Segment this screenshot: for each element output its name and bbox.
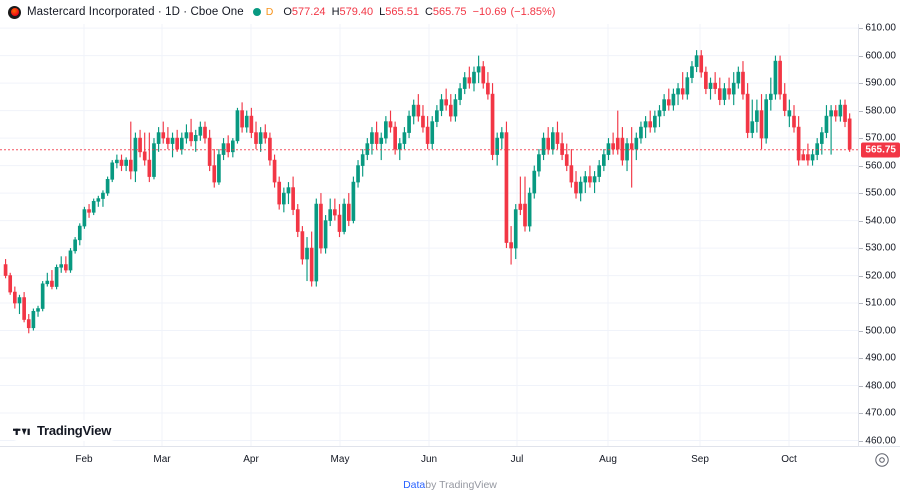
symbol-title[interactable]: Mastercard Incorporated · 1D · Cboe One [27, 6, 244, 18]
current-price-label[interactable]: 565.75 [861, 142, 900, 158]
close-label: C [424, 6, 433, 18]
interval-badge[interactable]: D [265, 6, 274, 18]
price-tick-5: 560.00 [865, 160, 896, 172]
time-tick-mar: Mar [153, 454, 171, 465]
change-percent: (−1.85%) [510, 6, 556, 18]
price-tick-14: 470.00 [865, 407, 896, 419]
time-tick-aug: Aug [599, 454, 617, 465]
price-tick-6: 550.00 [865, 187, 896, 199]
price-tick-4: 570.00 [865, 132, 896, 144]
time-tick-jun: Jun [420, 454, 438, 465]
tradingview-logo-icon [13, 428, 30, 435]
open-value: 577.24 [291, 6, 326, 18]
mastercard-logo-icon [8, 5, 21, 19]
price-tick-mark [859, 440, 863, 442]
time-tick-apr: Apr [243, 454, 259, 465]
price-tick-mark [859, 220, 863, 222]
price-tick-1: 600.00 [865, 50, 896, 62]
price-tick-mark [859, 358, 863, 359]
market-open-dot-icon [252, 8, 261, 16]
price-tick-0: 610.00 [865, 22, 896, 34]
price-tick-mark [859, 138, 863, 140]
high-value: 579.40 [339, 6, 374, 18]
chart-legend: Mastercard Incorporated · 1D · Cboe One … [0, 0, 555, 24]
change-value: −10.69 [472, 6, 507, 18]
candlestick-plot[interactable] [0, 24, 858, 446]
chart-canvas [0, 24, 858, 446]
open-label: O [283, 6, 292, 18]
price-tick-mark [859, 385, 863, 387]
data-link[interactable]: Data [403, 479, 426, 491]
price-tick-13: 480.00 [865, 380, 896, 391]
price-tick-9: 520.00 [865, 270, 896, 282]
price-tick-2: 590.00 [865, 77, 896, 89]
price-tick-mark [859, 55, 863, 57]
time-tick-may: May [330, 454, 350, 465]
price-axis[interactable]: 610.00 600.00 590.00 580.00 570.00 560.00 550.… [858, 22, 900, 446]
footer-rest-text: by TradingView [425, 479, 497, 491]
price-tick-11: 500.00 [865, 325, 896, 336]
price-tick-mark [859, 28, 863, 30]
low-value: 565.51 [385, 6, 419, 18]
price-tick-mark [859, 413, 863, 414]
price-tick-mark [859, 110, 863, 112]
footer-attribution: Data by TradingView [0, 472, 900, 498]
chart-settings-icon[interactable] [874, 452, 890, 468]
time-tick-jul: Jul [510, 454, 524, 465]
low-label: L [379, 6, 386, 18]
price-tick-mark [859, 83, 863, 85]
ohlc-values: O577.24 H579.40 L565.51 C565.75 −10.69 (−1.85… [283, 6, 555, 18]
price-tick-mark [859, 248, 863, 250]
price-tick-8: 530.00 [865, 242, 896, 254]
price-tick-7: 540.00 [865, 215, 896, 227]
time-tick-sep: Sep [691, 454, 709, 465]
tradingview-watermark: TradingView [8, 420, 121, 441]
time-tick-oct: Oct [781, 454, 797, 465]
time-tick-feb: Feb [75, 454, 93, 465]
tradingview-watermark-label: TradingView [37, 423, 112, 438]
price-tick-3: 580.00 [865, 105, 896, 117]
price-tick-mark [859, 330, 863, 332]
price-tick-mark [859, 275, 863, 277]
price-tick-mark [859, 165, 863, 167]
price-tick-15: 460.00 [865, 435, 896, 446]
price-tick-mark [859, 303, 863, 304]
price-tick-mark [859, 193, 863, 195]
price-tick-12: 490.00 [865, 352, 896, 364]
time-axis[interactable]: Feb Mar Apr May Jun Jul Aug Sep Oct [0, 446, 900, 472]
high-label: H [331, 6, 340, 18]
price-tick-10: 510.00 [865, 297, 896, 309]
close-value: 565.75 [432, 6, 467, 18]
